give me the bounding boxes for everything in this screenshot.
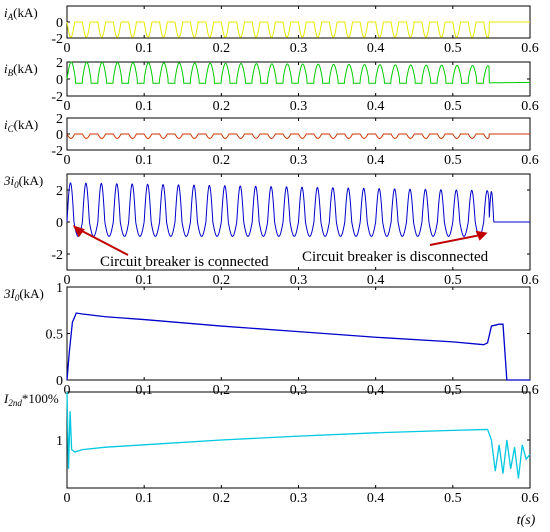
x-tick-label: 0.4: [367, 41, 385, 56]
y-axis-label: 3I0(kA): [3, 286, 44, 303]
y-tick-label: 0: [56, 374, 63, 389]
x-tick-label: 0.3: [290, 41, 308, 56]
x-tick-label: 0.2: [213, 153, 231, 168]
x-tick-label: 0.4: [367, 383, 385, 398]
x-tick-label: 0: [64, 273, 71, 288]
y-tick-label: 0: [56, 16, 63, 31]
x-tick-label: 0.4: [367, 99, 385, 114]
x-axis-label: t(s): [517, 513, 536, 528]
series-line: [66, 182, 530, 237]
y-tick-label: -2: [51, 248, 63, 263]
x-tick-label: 0.5: [444, 41, 462, 56]
annotation-disconnected: Circuit breaker is disconnected: [302, 249, 489, 265]
x-tick-label: 0.6: [521, 99, 539, 114]
arrow-disconnected: [429, 233, 482, 246]
series-line: [66, 312, 530, 381]
y-axis-label: iA(kA): [4, 5, 38, 22]
y-tick-label: 1: [56, 281, 63, 296]
series-line: [66, 21, 530, 38]
x-tick-label: 0.5: [444, 99, 462, 114]
x-tick-label: 0.3: [290, 383, 308, 398]
x-tick-label: 0: [64, 41, 71, 56]
y-tick-label: -2: [51, 144, 63, 159]
panel-ic: 0 0.1 0.2 0.3 0.4 0.5 0.620-2iC(kA): [4, 112, 539, 168]
y-tick-label: 0: [56, 216, 63, 231]
x-tick-label: 0.6: [521, 153, 539, 168]
panel-ib: 0 0.1 0.2 0.3 0.4 0.5 0.620-2iB(kA): [4, 56, 539, 114]
panel-3I0: 0 0.1 0.2 0.3 0.4 0.5 0.6 1 0.5 0 3I0(kA): [3, 281, 539, 398]
x-tick-label: 0.2: [213, 99, 231, 114]
arrowhead-connected: [72, 225, 85, 238]
x-tick-label: 0.3: [290, 153, 308, 168]
x-tick-label: 0.3: [290, 273, 308, 288]
x-tick-label: 0.1: [135, 383, 153, 398]
x-tick-label: 0.5: [444, 491, 462, 506]
x-tick-label: 0.4: [367, 273, 385, 288]
y-axis-label: iC(kA): [4, 117, 38, 134]
x-tick-label: 0: [64, 491, 71, 506]
x-tick-label: 0.1: [135, 99, 153, 114]
y-tick-label: 0: [56, 128, 63, 143]
y-tick-label: 2: [56, 56, 63, 71]
y-tick-label: 2: [56, 112, 63, 127]
x-tick-label: 0.4: [367, 491, 385, 506]
annotation-connected: Circuit breaker is connected: [100, 254, 269, 270]
x-tick-label: 0.6: [521, 491, 539, 506]
x-tick-label: 0.6: [521, 383, 539, 398]
x-tick-label: 0.2: [213, 383, 231, 398]
x-tick-label: 0.2: [213, 41, 231, 56]
y-axis-label: 3i0(kA): [3, 173, 43, 190]
x-tick-label: 0.5: [444, 153, 462, 168]
x-tick-label: 0.3: [290, 99, 308, 114]
x-tick-label: 0.6: [521, 41, 539, 56]
y-tick-label: 0: [56, 73, 63, 88]
x-tick-label: 0.1: [135, 41, 153, 56]
x-tick-label: 0.1: [135, 273, 153, 288]
plot-frame: [66, 391, 531, 489]
x-tick-label: 0.6: [521, 273, 539, 288]
y-tick-label: -2: [51, 32, 63, 47]
y-tick-label: 0.5: [46, 328, 64, 343]
series-line: [66, 133, 530, 139]
x-tick-label: 0.5: [444, 273, 462, 288]
y-tick-label: 1: [56, 434, 63, 449]
y-axis-label: I2nd*100%: [3, 391, 59, 408]
y-tick-label: -2: [51, 90, 63, 105]
x-tick-label: 0: [64, 99, 71, 114]
panel-i2nd: 0 0.1 0.2 0.3 0.4 0.5 0.6 1 I2nd*100% t(s): [3, 391, 539, 528]
x-tick-label: 0: [64, 153, 71, 168]
x-tick-label: 0.3: [290, 491, 308, 506]
series-line: [66, 61, 530, 84]
x-tick-label: 0.1: [135, 491, 153, 506]
x-tick-label: 0: [64, 383, 71, 398]
series-line: [66, 391, 531, 479]
plot-frame: [66, 286, 531, 381]
x-tick-label: 0.2: [213, 273, 231, 288]
arrow-connected: [74, 226, 129, 256]
x-tick-label: 0.5: [444, 383, 462, 398]
y-axis-label: iB(kA): [4, 61, 38, 78]
panel-ia: 0 0.1 0.2 0.3 0.4 0.5 0.6 0-2 iA(kA): [4, 5, 539, 56]
x-tick-label: 0.1: [135, 153, 153, 168]
x-tick-label: 0.4: [367, 153, 385, 168]
arrowhead-disconnected: [475, 230, 488, 241]
x-tick-label: 0.2: [213, 491, 231, 506]
y-tick-label: 2: [56, 184, 63, 199]
